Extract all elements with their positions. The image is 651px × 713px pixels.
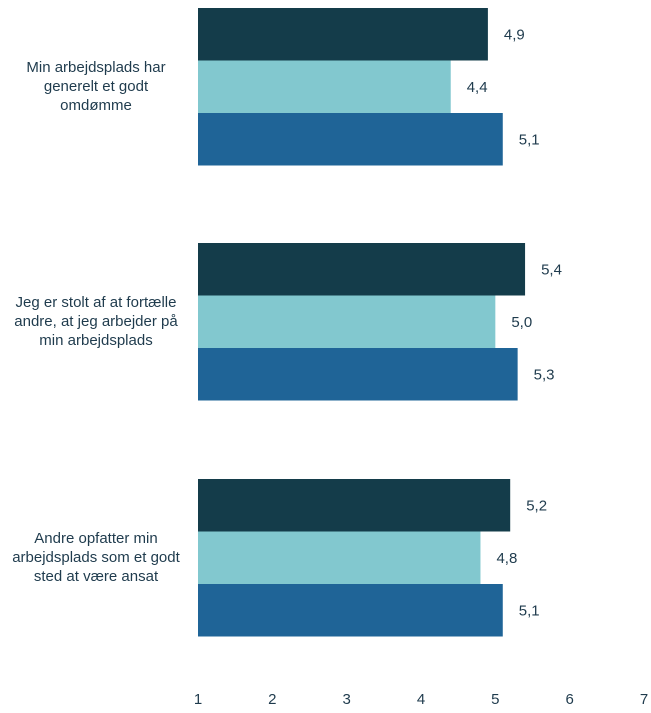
data-label-c0-s2: 5,1 bbox=[519, 131, 540, 148]
bar-c2-s0 bbox=[198, 479, 511, 532]
bar-c0-s0 bbox=[198, 8, 488, 61]
bar-c1-s2 bbox=[198, 348, 518, 401]
data-label-c1-s0: 5,4 bbox=[541, 261, 562, 278]
bar-c0-s2 bbox=[198, 113, 503, 166]
data-label-c2-s0: 5,2 bbox=[526, 497, 547, 514]
x-tick-label-6: 6 bbox=[565, 691, 573, 708]
x-tick-label-2: 2 bbox=[268, 691, 276, 708]
category-label-2: Andre opfatter min arbejdsplads som et g… bbox=[12, 530, 180, 586]
data-label-c0-s1: 4,4 bbox=[467, 79, 488, 96]
category-label-1: Jeg er stolt af at fortælle andre, at je… bbox=[14, 294, 178, 350]
bar-c1-s1 bbox=[198, 295, 496, 348]
data-label-c2-s1: 4,8 bbox=[496, 550, 517, 567]
data-label-c1-s1: 5,0 bbox=[511, 314, 532, 331]
bar-c1-s0 bbox=[198, 243, 526, 296]
bar-c2-s1 bbox=[198, 531, 481, 584]
data-label-c0-s0: 4,9 bbox=[504, 26, 525, 43]
category-label-0: Min arbejdsplads har generelt et godt om… bbox=[26, 59, 166, 115]
data-label-c2-s2: 5,1 bbox=[519, 602, 540, 619]
bar-c0-s1 bbox=[198, 60, 451, 113]
bar-c2-s2 bbox=[198, 584, 503, 637]
x-tick-label-1: 1 bbox=[194, 691, 202, 708]
x-tick-label-3: 3 bbox=[342, 691, 350, 708]
x-tick-label-4: 4 bbox=[417, 691, 425, 708]
data-label-c1-s2: 5,3 bbox=[534, 366, 555, 383]
x-tick-label-7: 7 bbox=[640, 691, 648, 708]
x-tick-label-5: 5 bbox=[491, 691, 499, 708]
